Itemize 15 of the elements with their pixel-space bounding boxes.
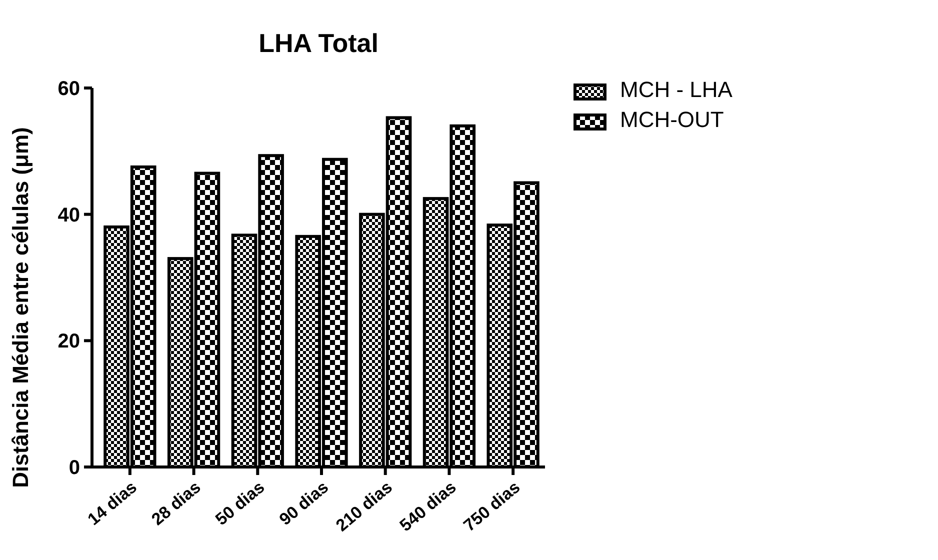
chart-title: LHA Total [258,28,378,58]
x-tick-label: 210 dias [332,478,396,536]
y-axis-title: Distância Média entre células (μm) [8,127,33,488]
legend-label: MCH - LHA [620,77,733,102]
legend-label: MCH-OUT [620,107,724,132]
y-tick-label: 60 [58,78,80,100]
x-tick-label: 14 dias [84,478,140,530]
x-tick-label: 540 dias [396,478,460,536]
x-tick-label: 50 dias [212,478,268,530]
y-tick-label: 0 [68,457,80,479]
y-tick-label: 20 [58,330,80,353]
x-tick-label: 90 dias [276,478,332,530]
y-tick-label: 40 [58,204,80,226]
x-tick-label: 28 dias [148,478,204,530]
x-tick-label: 750 dias [460,478,524,536]
